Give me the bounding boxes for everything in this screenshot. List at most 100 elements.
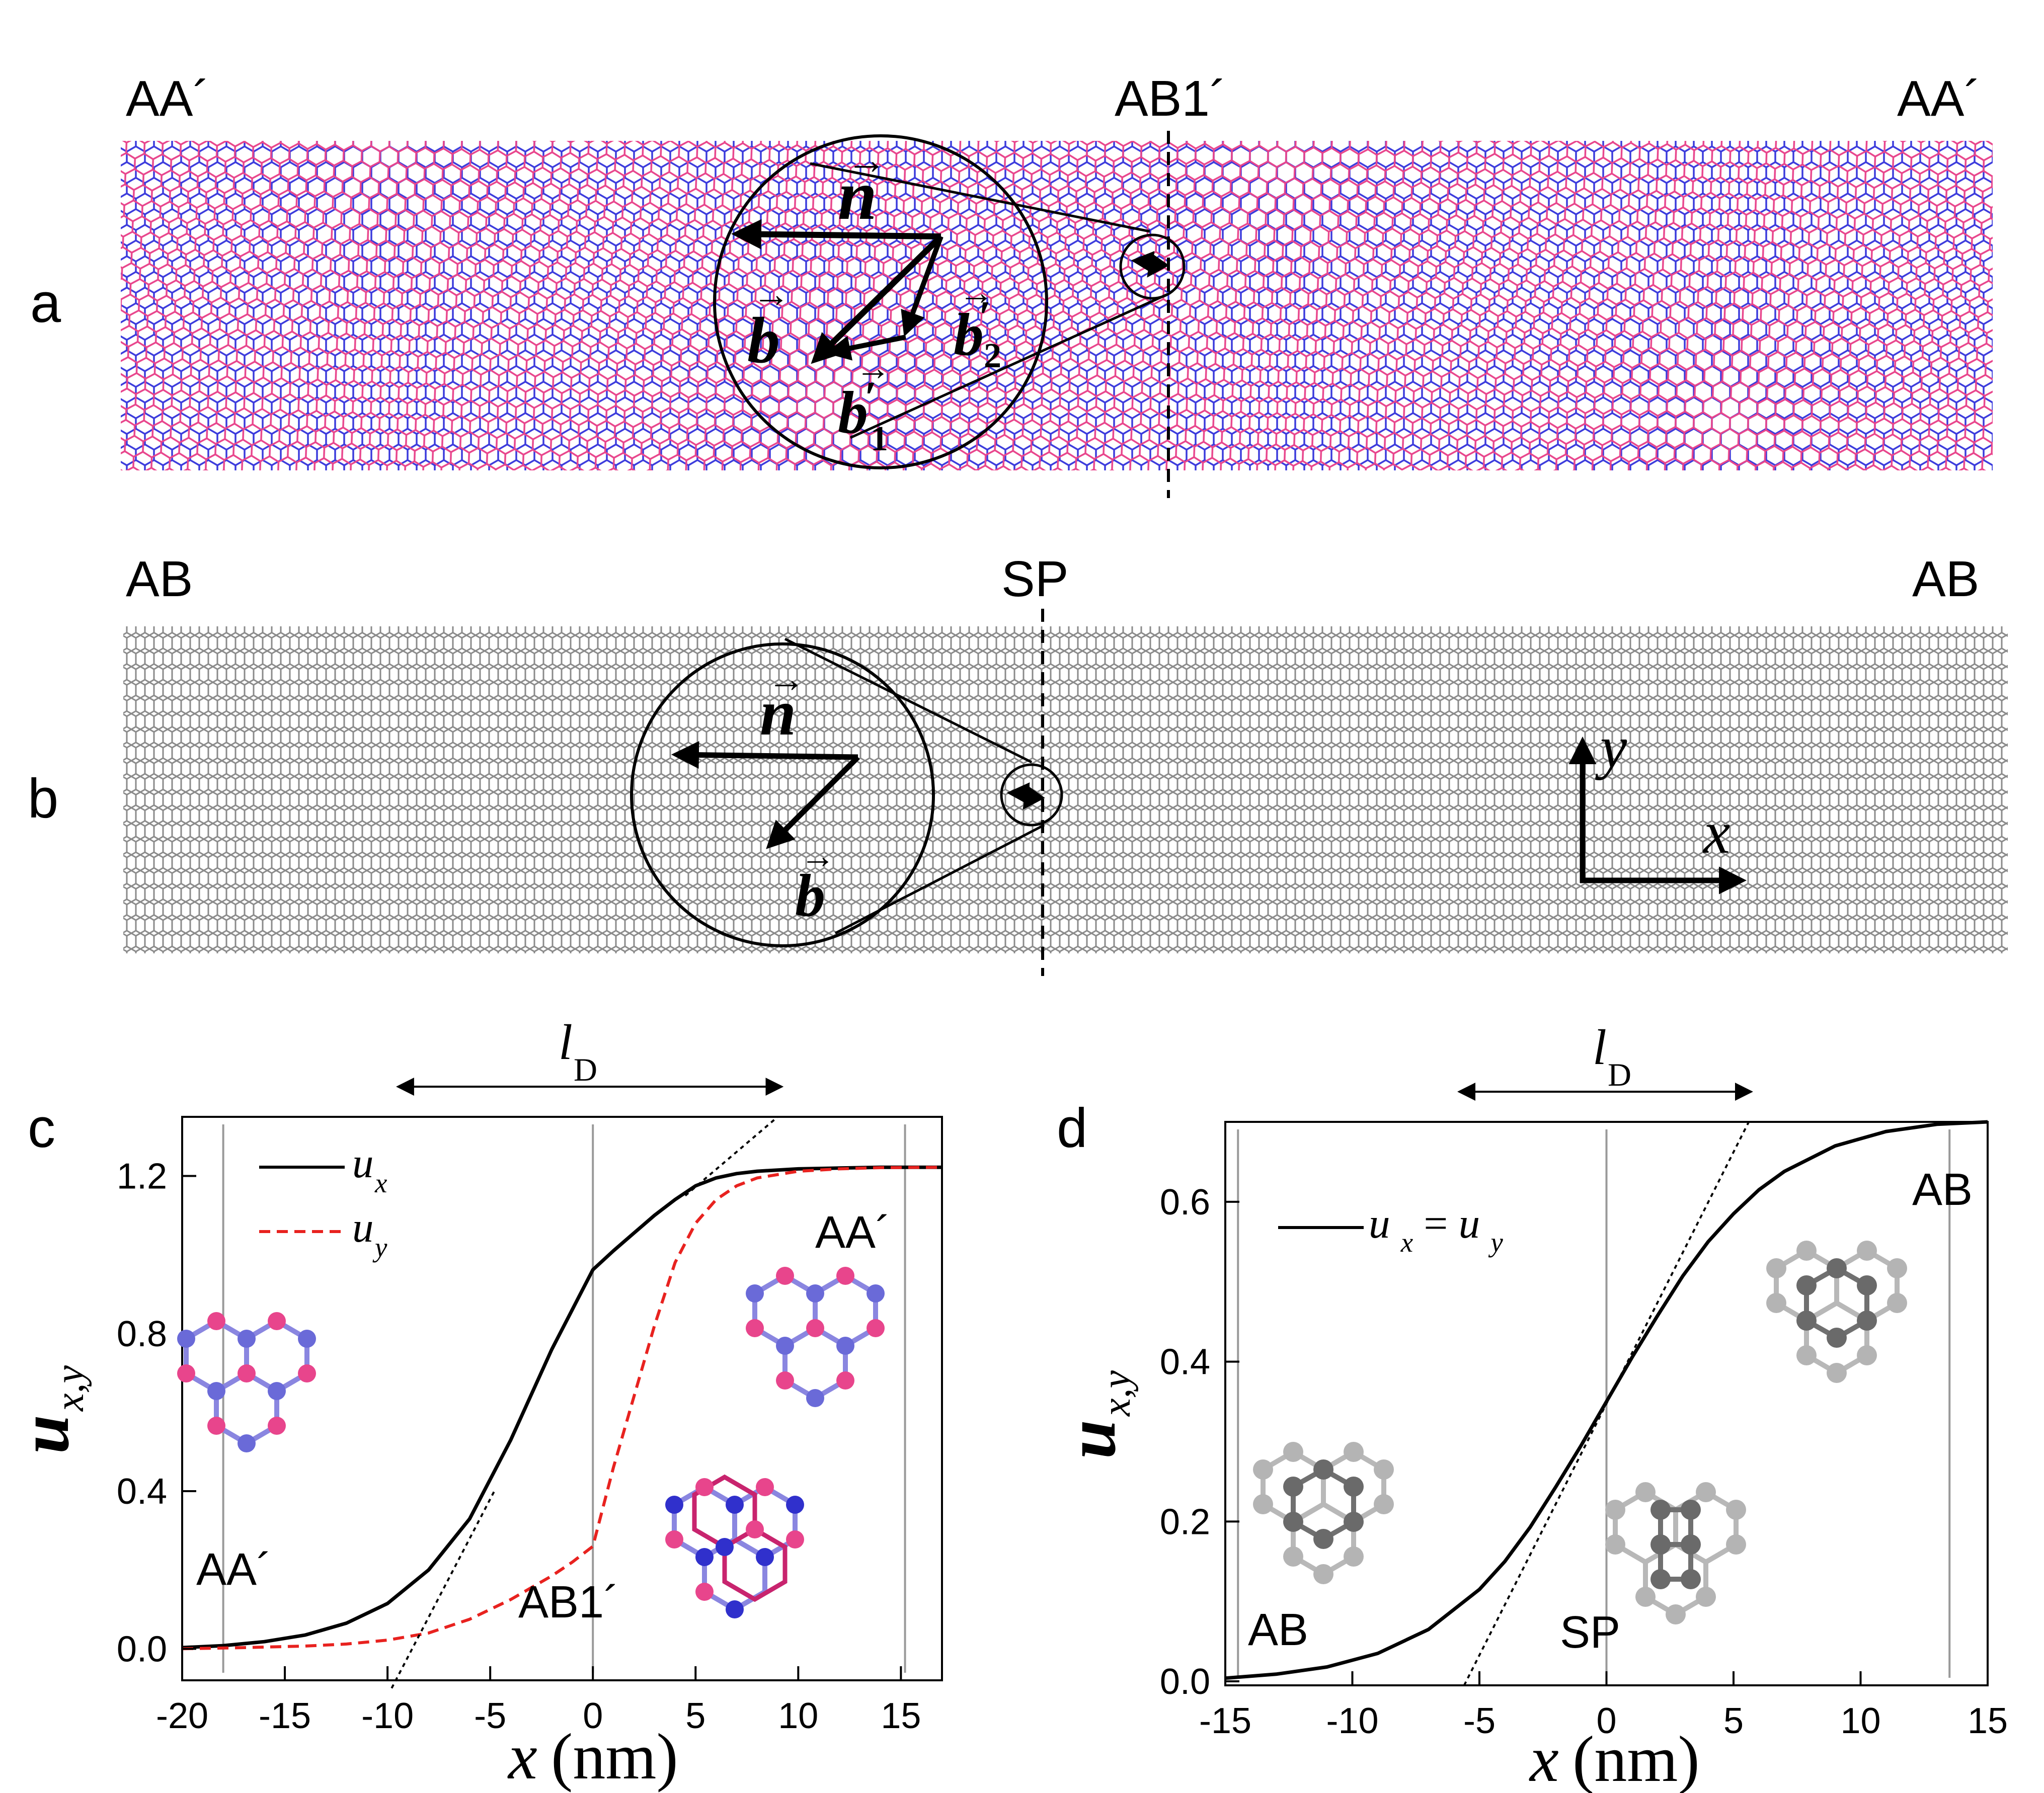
lD-label: l xyxy=(1593,1019,1607,1075)
annotation-right: AB xyxy=(1912,1165,1973,1215)
x-tick-label-1: -10 xyxy=(1326,1701,1378,1741)
annotation-left: AB xyxy=(1248,1605,1308,1655)
legend-sub1: x xyxy=(1400,1227,1413,1258)
y-tick-label-0: 0.0 xyxy=(1160,1662,1210,1702)
x-tick-label-3: -5 xyxy=(474,1696,506,1736)
zoom-line-top xyxy=(784,637,1033,764)
x-axis-var: x xyxy=(1529,1723,1559,1793)
panel-a-letter: a xyxy=(30,272,61,334)
panel-a-label-left: AA´ xyxy=(126,70,210,127)
data-series xyxy=(182,1116,942,1689)
x-tick-label-6: 10 xyxy=(778,1696,818,1736)
vector-b-label: b xyxy=(795,862,825,929)
data-series xyxy=(1225,1120,1988,1686)
vector-b1-label: b xyxy=(838,379,868,446)
panel-a-label-right: AA´ xyxy=(1897,70,1981,127)
annotation-center: SP xyxy=(1560,1607,1620,1658)
vector-b2-arrow xyxy=(901,235,944,337)
panel-c: c -20 -15 -10 -5 0 5 10 15 0.00.40.81.2 x (nm) … xyxy=(6,1014,943,1793)
x-tick-label-7: 15 xyxy=(881,1696,921,1736)
y-axis-var: u xyxy=(6,1415,84,1454)
legend-uy-name: u xyxy=(352,1204,374,1251)
x-axis-title: x (nm) xyxy=(1529,1723,1700,1793)
vector-n-arrow xyxy=(731,219,941,250)
panel-a-label-center: AB1´ xyxy=(1115,70,1226,127)
legend-ux-sub: x xyxy=(374,1168,387,1198)
vector-b1-prime: ′ xyxy=(864,373,877,423)
y-tick-label-0: 0.0 xyxy=(117,1629,167,1669)
vector-n-arrow-glyph: → xyxy=(846,138,887,183)
molecule-ab-left xyxy=(1253,1442,1394,1584)
lD-sub: D xyxy=(1608,1057,1631,1093)
domain-width-indicator: l D xyxy=(396,1014,784,1096)
x-ticks: -15 -10 -5 0 5 10 15 xyxy=(1199,1671,2008,1741)
series-tangent xyxy=(1463,1121,1750,1686)
xy-axes-indicator: y x xyxy=(1568,713,1747,894)
molecule-ab1 xyxy=(665,1474,804,1618)
y-tick-label-3: 1.2 xyxy=(117,1156,167,1196)
legend-sub2: y xyxy=(1488,1227,1503,1258)
legend-ux-name: u xyxy=(352,1139,374,1187)
series-uy xyxy=(182,1166,942,1651)
panel-d-letter: d xyxy=(1057,1097,1087,1159)
legend-u2: u xyxy=(1459,1200,1480,1247)
series-ux xyxy=(182,1165,942,1650)
panel-b: b AB SP AB n → b → y x xyxy=(28,551,2008,976)
legend-text: u x = u y xyxy=(1369,1200,1503,1261)
vector-b1-arrow-glyph: → xyxy=(855,349,891,388)
x-tick-label-2: -5 xyxy=(1463,1701,1496,1741)
zoom-circle-large xyxy=(630,642,935,947)
zoom-circle-small xyxy=(1000,763,1063,827)
x-tick-label-5: 10 xyxy=(1840,1701,1880,1741)
y-tick-label-2: 0.4 xyxy=(1160,1342,1210,1382)
y-axis-var: u xyxy=(1052,1420,1130,1459)
legend: u x = u y xyxy=(1278,1200,1503,1261)
vector-n-label: n xyxy=(760,677,796,749)
x-tick-label-0: -20 xyxy=(156,1696,208,1736)
x-axis-unit: (nm) xyxy=(551,1721,678,1793)
annotation-left: AA´ xyxy=(196,1544,272,1595)
panel-b-zoom: n → b → xyxy=(630,637,1063,947)
small-b-arrow xyxy=(1023,784,1045,810)
x-ticks: -20 -15 -10 -5 0 5 10 15 xyxy=(156,1666,921,1736)
vertical-reference-lines xyxy=(1237,1129,1951,1678)
small-n-arrow xyxy=(1006,782,1035,805)
panel-b-label-left: AB xyxy=(126,551,193,607)
molecule-aa-right xyxy=(746,1267,885,1407)
legend: u x u y xyxy=(259,1139,387,1263)
panel-c-letter: c xyxy=(28,1097,55,1159)
zoom-circle-small xyxy=(1119,233,1186,300)
vector-b2-arrow-glyph: → xyxy=(959,274,994,312)
bilayer-lattice-pink xyxy=(121,141,1993,470)
legend-u1: u xyxy=(1369,1200,1390,1247)
vector-b-arrow-glyph: → xyxy=(752,274,790,315)
vector-b-label: b xyxy=(747,304,780,377)
molecule-sp xyxy=(1605,1482,1746,1624)
y-axis-title: u x,y xyxy=(1052,1370,1139,1459)
lD-label: l xyxy=(559,1014,573,1070)
vector-b-arrow xyxy=(766,755,860,849)
x-tick-label-0: -15 xyxy=(1199,1701,1251,1741)
zoom-line-bottom xyxy=(849,293,1168,439)
annotation-right: AA´ xyxy=(815,1207,891,1258)
vertical-reference-lines xyxy=(222,1124,906,1673)
vector-b-arrow-glyph: → xyxy=(800,837,835,876)
y-axis-sub: x,y xyxy=(48,1365,92,1412)
plot-frame xyxy=(181,1116,943,1681)
panel-b-label-center: SP xyxy=(1001,551,1068,607)
y-axis-sub: x,y xyxy=(1094,1370,1139,1417)
vector-b2-label: b xyxy=(954,301,984,368)
x-tick-label-4: 0 xyxy=(583,1696,603,1736)
legend-uy-sub: y xyxy=(372,1232,387,1263)
lD-sub: D xyxy=(574,1052,597,1088)
vector-n-arrow-glyph: → xyxy=(767,659,805,700)
molecule-ab-right xyxy=(1766,1241,1907,1383)
vector-b1-sub: 1 xyxy=(871,420,888,458)
x-tick-label-4: 5 xyxy=(1723,1701,1744,1741)
x-axis-var: x xyxy=(507,1721,537,1793)
vector-b2-sub: 2 xyxy=(984,337,1001,375)
x-tick-label-6: 15 xyxy=(1968,1701,2008,1741)
molecule-aa-left xyxy=(177,1312,316,1452)
x-tick-label-3: 0 xyxy=(1596,1701,1616,1741)
